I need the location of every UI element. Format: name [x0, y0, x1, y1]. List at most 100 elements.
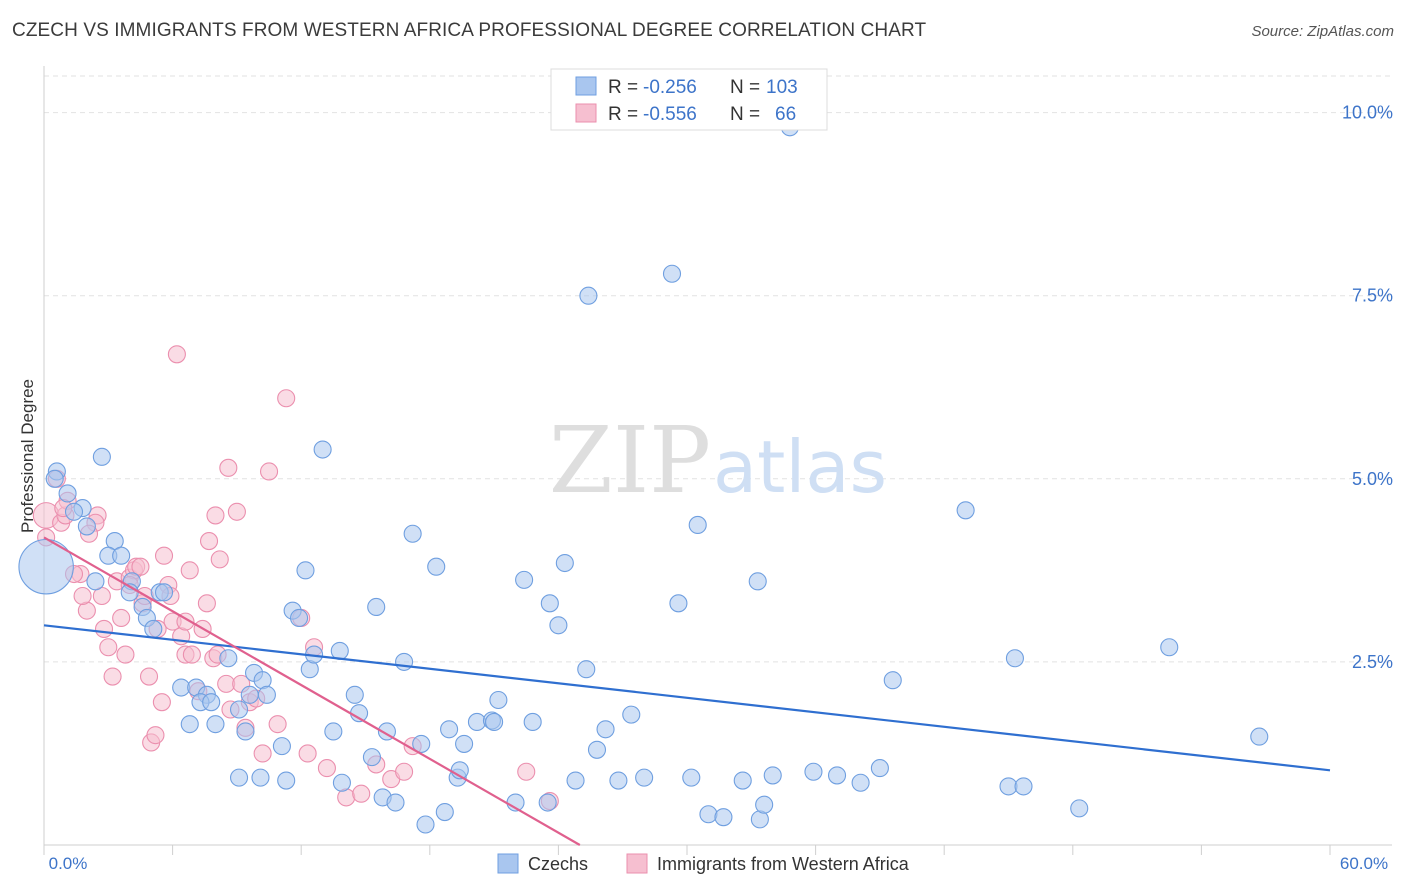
correlation-legend: R = -0.256 N = 103 R = -0.556 N = 66 [550, 68, 828, 131]
data-point [412, 734, 431, 753]
watermark-zip: ZIP [549, 407, 711, 514]
data-point [324, 722, 343, 741]
legend-n-value: 103 [766, 77, 798, 98]
data-point [395, 762, 414, 781]
data-point [403, 524, 422, 543]
data-point [748, 572, 767, 591]
data-point [180, 715, 199, 734]
legend-r-value: -0.256 [643, 77, 697, 98]
data-point [182, 645, 201, 664]
data-point [154, 546, 174, 565]
data-point [395, 652, 414, 671]
data-point [352, 784, 371, 803]
legend-r-label: R = [608, 104, 638, 125]
data-point [367, 597, 386, 617]
data-point [139, 667, 159, 686]
data-point [92, 447, 111, 466]
legend-swatch-czechs [575, 76, 597, 96]
legend-r-label: R = [608, 77, 638, 98]
data-point [313, 440, 332, 459]
data-point [298, 744, 317, 763]
data-point [622, 705, 641, 724]
data-point [609, 771, 628, 790]
data-point [804, 762, 823, 781]
data-point [1160, 638, 1179, 657]
data-point [217, 674, 236, 693]
data-point [229, 700, 249, 719]
data-point [733, 771, 752, 790]
data-point [253, 744, 272, 763]
series-czechs-points [18, 118, 1269, 834]
x-max-label: 60.0% [1340, 854, 1388, 873]
data-point [566, 771, 585, 790]
data-point [257, 685, 276, 704]
data-point [669, 594, 688, 613]
data-point [172, 678, 191, 697]
data-point [73, 586, 92, 606]
data-point [883, 671, 902, 690]
data-point [219, 458, 238, 477]
legend-r-value: -0.556 [643, 104, 697, 125]
data-point [199, 532, 219, 551]
data-point [227, 502, 246, 521]
data-point [538, 793, 557, 812]
data-point [259, 462, 279, 481]
bottom-legend-label-western-africa: Immigrants from Western Africa [657, 854, 910, 874]
axes [43, 66, 1392, 855]
data-point [635, 768, 654, 787]
data-point [296, 561, 315, 580]
data-point [229, 768, 249, 787]
data-point [763, 766, 782, 785]
bottom-legend-swatch-czechs [497, 853, 519, 874]
x-min-label: 0.0% [49, 854, 88, 873]
data-point [112, 608, 131, 628]
data-point [332, 773, 351, 792]
data-point [682, 768, 701, 787]
legend-n-value: 66 [775, 104, 796, 125]
data-point [555, 553, 574, 573]
y-tick-label: 10.0% [1342, 103, 1393, 123]
data-point [268, 715, 287, 734]
data-point [236, 722, 255, 741]
data-point [362, 748, 381, 767]
data-point [58, 484, 77, 503]
legend-n-label: N = [730, 77, 760, 98]
data-point [272, 737, 291, 756]
data-point [154, 583, 174, 602]
watermark: ZIP atlas [549, 407, 887, 514]
data-point [485, 712, 504, 732]
source-credit: Source: ZipAtlas.com [1251, 23, 1394, 40]
data-point [1005, 649, 1024, 668]
data-point [277, 389, 296, 408]
data-point [103, 667, 122, 686]
data-point [827, 766, 847, 785]
data-point [210, 550, 229, 569]
data-point [116, 645, 135, 664]
y-axis-title: Professional Degree [18, 379, 37, 533]
y-tick-labels: 2.5% 5.0% 7.5% 10.0% [1342, 103, 1393, 672]
data-point [699, 805, 718, 824]
data-point [956, 501, 975, 520]
data-point [587, 740, 607, 759]
data-point [386, 793, 405, 812]
data-point [197, 594, 216, 613]
data-point [467, 712, 487, 732]
watermark-atlas: atlas [713, 425, 887, 509]
data-point [870, 759, 889, 778]
data-point [112, 546, 131, 565]
data-point [540, 594, 559, 613]
data-point [577, 660, 596, 679]
data-point [579, 286, 598, 305]
series-legend: Czechs Immigrants from Western Africa [497, 853, 910, 874]
data-point [64, 502, 84, 521]
data-point [77, 517, 96, 536]
data-point [251, 768, 270, 787]
data-point [688, 515, 707, 534]
bottom-legend-swatch-western-africa [626, 853, 648, 874]
data-point [86, 572, 105, 591]
legend-n-label: N = [730, 104, 760, 125]
data-point [489, 690, 508, 710]
data-point [517, 762, 536, 781]
data-point [440, 720, 459, 739]
